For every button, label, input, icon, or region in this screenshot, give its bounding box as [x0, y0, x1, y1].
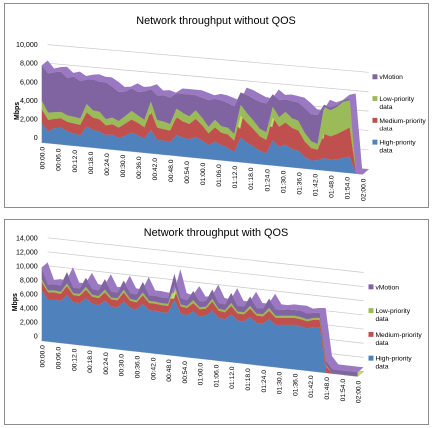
- legend-label: data: [379, 104, 392, 111]
- y-tick-label: 8,000: [20, 60, 38, 68]
- area-series-high-priority-data: [41, 123, 363, 175]
- area-series-medium-priority-data: [41, 109, 363, 175]
- x-tick-label: 01:54.0: [340, 379, 347, 402]
- x-tick-label: 01:18.0: [245, 368, 252, 391]
- legend-swatch: [368, 331, 374, 337]
- y-tick-label: 6,000: [20, 78, 38, 86]
- y-tick-label: 4,000: [20, 304, 38, 312]
- y-tick-label: 0: [34, 134, 38, 142]
- legend-swatch: [372, 96, 378, 102]
- chart-with-qos: Network throughput with QOS Mbps 0 2,000 4…: [12, 227, 422, 403]
- legend-label: vMotion: [379, 74, 403, 81]
- legend-swatch: [368, 308, 374, 314]
- area-series-low-priority-data: [41, 100, 363, 175]
- gridline: [47, 251, 364, 287]
- legend-label: Low-priority: [375, 308, 410, 315]
- x-tick-label: 00:12.0: [72, 150, 79, 173]
- y-tick-label: 6,000: [20, 290, 38, 298]
- x-tick-label: 00:12.0: [71, 348, 78, 371]
- gridline: [47, 62, 369, 93]
- x-tick-label: 01:48.0: [328, 175, 335, 198]
- y-tick-label: 14,000: [16, 234, 38, 242]
- x-tick-label: 02:00.0: [361, 178, 368, 201]
- chart-without-qos: Network throughput without QOS Mbps 0 2,0…: [14, 15, 426, 201]
- x-tick-label: 01:42.0: [312, 174, 319, 197]
- legend-swatch: [372, 139, 378, 145]
- x-tick-label: 00:42.0: [150, 357, 157, 380]
- gridline: [47, 237, 364, 273]
- y-tick-label: 10,000: [16, 262, 38, 270]
- x-tick-label: 00:36.0: [134, 356, 141, 379]
- y-tick-label: 2,000: [20, 116, 38, 124]
- x-tick-label: 01:18.0: [248, 167, 255, 190]
- x-tick-label: 01:36.0: [292, 373, 299, 396]
- x-tick-label: 01:12.0: [232, 166, 239, 189]
- legend-label: vMotion: [375, 284, 399, 291]
- legend-label: Low-priority: [379, 96, 414, 103]
- x-tick-label: 01:30.0: [280, 170, 287, 193]
- y-tick-label: 4,000: [20, 97, 38, 105]
- chart-panel-with-qos: Network throughput with QOS Mbps 0 2,000 4…: [4, 219, 429, 425]
- legend-label: data: [379, 148, 392, 155]
- chart-panel-without-qos: Network throughput without QOS Mbps 0 2,0…: [4, 3, 429, 208]
- x-tick-label: 00:30.0: [120, 155, 127, 178]
- gridline: [47, 44, 369, 73]
- legend-label: Medium-priority: [375, 332, 422, 339]
- y-tick-label: 0: [34, 332, 38, 340]
- gridline: [47, 265, 364, 302]
- legend-label: data: [375, 364, 388, 371]
- legend-label: Medium-priority: [379, 118, 426, 125]
- y-axis-label: Mbps: [12, 293, 19, 311]
- chart-title: Network throughput with QOS: [144, 227, 288, 239]
- x-tick-label: 00:54.0: [182, 361, 189, 384]
- x-tick-label: 01:00.0: [198, 363, 205, 386]
- x-tick-label: 00:24.0: [104, 153, 111, 176]
- legend-swatch: [368, 355, 374, 361]
- x-tick-label: 00:36.0: [136, 156, 143, 179]
- legend-swatch: [372, 117, 378, 123]
- x-tick-label: 00:30.0: [119, 354, 126, 377]
- x-tick-label: 01:30.0: [277, 372, 284, 395]
- x-tick-label: 01:00.0: [200, 162, 207, 185]
- x-tick-label: 00:48.0: [168, 159, 175, 182]
- legend-swatch: [372, 74, 378, 80]
- y-axis-label: Mbps: [14, 102, 21, 120]
- y-tick-label: 8,000: [20, 276, 38, 284]
- area-series-depth: [41, 60, 369, 175]
- legend-label: data: [375, 316, 388, 323]
- y-tick-label: 10,000: [16, 41, 38, 49]
- y-tick-label: 2,000: [20, 318, 38, 326]
- legend-label: data: [379, 126, 392, 133]
- area-series-high-priority-data: [41, 290, 358, 377]
- x-tick-label: 01:54.0: [344, 177, 351, 200]
- x-tick-label: 00:06.0: [56, 148, 63, 171]
- x-tick-label: 00:06.0: [56, 347, 63, 370]
- x-tick-label: 00:24.0: [103, 352, 110, 375]
- x-tick-label: 01:06.0: [213, 364, 220, 387]
- x-tick-label: 00:00.0: [40, 147, 47, 170]
- y-tick-label: 12,000: [16, 248, 38, 256]
- x-tick-label: 00:48.0: [166, 359, 173, 382]
- x-tick-label: 01:24.0: [261, 370, 268, 393]
- x-tick-label: 02:00.0: [356, 380, 363, 403]
- x-tick-label: 00:54.0: [184, 161, 191, 184]
- legend-label: data: [375, 340, 388, 347]
- x-tick-label: 01:06.0: [216, 164, 223, 187]
- x-tick-label: 00:18.0: [87, 350, 94, 373]
- x-tick-label: 00:42.0: [152, 158, 159, 181]
- area-series-depth: [41, 262, 364, 373]
- x-tick-label: 01:24.0: [264, 169, 271, 192]
- legend-swatch: [368, 284, 374, 290]
- x-tick-label: 00:00.0: [40, 345, 47, 368]
- x-tick-label: 01:12.0: [229, 366, 236, 389]
- x-tick-label: 00:18.0: [88, 151, 95, 174]
- area-series-vmotion: [41, 65, 363, 175]
- legend-label: High-priority: [379, 140, 416, 147]
- chart-title: Network throughput without QOS: [136, 15, 296, 27]
- area-series-medium-priority-data: [41, 281, 358, 377]
- x-tick-label: 01:36.0: [296, 172, 303, 195]
- legend-label: High-priority: [375, 356, 412, 363]
- x-tick-label: 01:42.0: [308, 375, 315, 398]
- x-tick-label: 01:48.0: [324, 377, 331, 400]
